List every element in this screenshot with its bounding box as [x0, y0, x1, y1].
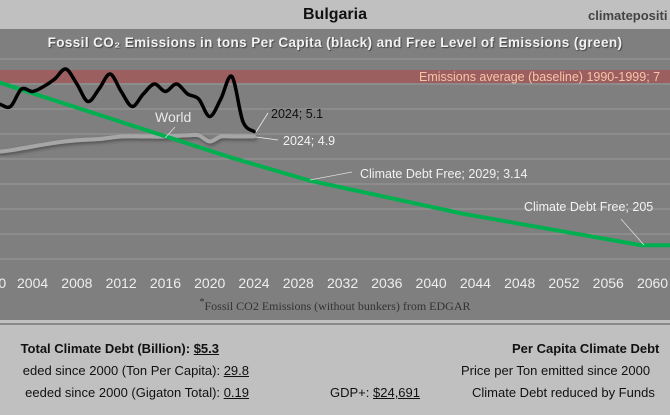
gdp-label: GDP+: — [330, 385, 370, 400]
leader-bg-last — [255, 112, 269, 133]
x-tick-label: 0 — [0, 275, 6, 291]
series-line-free-level — [0, 80, 670, 248]
chart-footnote: *Fossil CO2 Emissions (without bunkers) … — [0, 297, 670, 314]
gdp-value: $24,691 — [373, 385, 420, 400]
total-debt-value: $5.3 — [193, 341, 219, 356]
footnote-text: Fossil CO2 Emissions (without bunkers) f… — [204, 299, 471, 313]
x-tick-label: 2020 — [194, 275, 225, 291]
x-tick-label: 2052 — [548, 275, 579, 291]
footnote-mark: * — [199, 297, 205, 308]
baseline-band — [0, 70, 670, 83]
price-per-ton-label: Price per Ton emitted since 2000 — [461, 363, 651, 378]
label-bg-last: 2024; 5.1 — [271, 107, 323, 121]
leader-debt-free-1 — [309, 171, 353, 181]
series-line-world — [0, 132, 256, 154]
ton-per-capita-value: 29.8 — [223, 363, 249, 378]
x-tick-label: 2008 — [61, 275, 92, 291]
series-line-bulgaria — [0, 67, 256, 134]
leader-debt-free-2 — [620, 218, 645, 246]
baseline-label: Emissions average (baseline) 1990-1999; … — [419, 70, 660, 84]
label-world-last: 2024; 4.9 — [283, 134, 335, 148]
x-tick-label: 2004 — [17, 275, 48, 291]
leader-world-last — [255, 136, 279, 141]
label-debt-free-2: Climate Debt Free; 205 — [524, 200, 653, 214]
ton-per-capita-row: eded since 2000 (Ton Per Capita): 29.8 — [23, 363, 249, 378]
gigaton-label: eeded since 2000 (Gigaton Total): — [25, 385, 221, 400]
x-tick-label: 2016 — [150, 275, 181, 291]
x-tick-label: 2040 — [416, 275, 447, 291]
ton-per-capita-label: eded since 2000 (Ton Per Capita): — [22, 363, 221, 378]
header-bar: Bulgaria climatepositi — [0, 0, 670, 29]
country-title: Bulgaria — [302, 6, 367, 23]
gigaton-value: 0.19 — [223, 385, 249, 400]
emissions-chart: Emissions average (baseline) 1990-1999; … — [0, 58, 670, 291]
brand-text: climatepositi — [588, 8, 668, 23]
total-debt-label: Total Climate Debt (Billion): — [20, 341, 191, 356]
x-tick-label: 2044 — [460, 275, 491, 291]
x-tick-label: 2060 — [637, 275, 668, 291]
debt-reduced-label: Climate Debt reduced by Funds — [472, 385, 655, 400]
label-debt-free-1: Climate Debt Free; 2029; 3.14 — [360, 167, 527, 181]
summary-panel: Total Climate Debt (Billion): $5.3 eded … — [0, 323, 670, 415]
chart-title: Fossil CO₂ Emissions in tons Per Capita … — [47, 35, 623, 50]
per-capita-debt-label: Per Capita Climate Debt — [512, 341, 660, 356]
x-tick-label: 2012 — [106, 275, 137, 291]
total-debt-row: Total Climate Debt (Billion): $5.3 — [21, 341, 219, 356]
x-tick-label: 2024 — [238, 275, 269, 291]
x-tick-label: 2048 — [504, 275, 535, 291]
gigaton-row: eeded since 2000 (Gigaton Total): 0.19 — [25, 385, 249, 400]
x-tick-label: 2036 — [371, 275, 402, 291]
label-world: World — [155, 109, 191, 125]
x-tick-label: 2028 — [283, 275, 314, 291]
x-tick-label: 2056 — [593, 275, 624, 291]
x-tick-label: 2032 — [327, 275, 358, 291]
gdp-row: GDP+: $24,691 — [330, 385, 420, 400]
leader-world — [164, 126, 176, 139]
